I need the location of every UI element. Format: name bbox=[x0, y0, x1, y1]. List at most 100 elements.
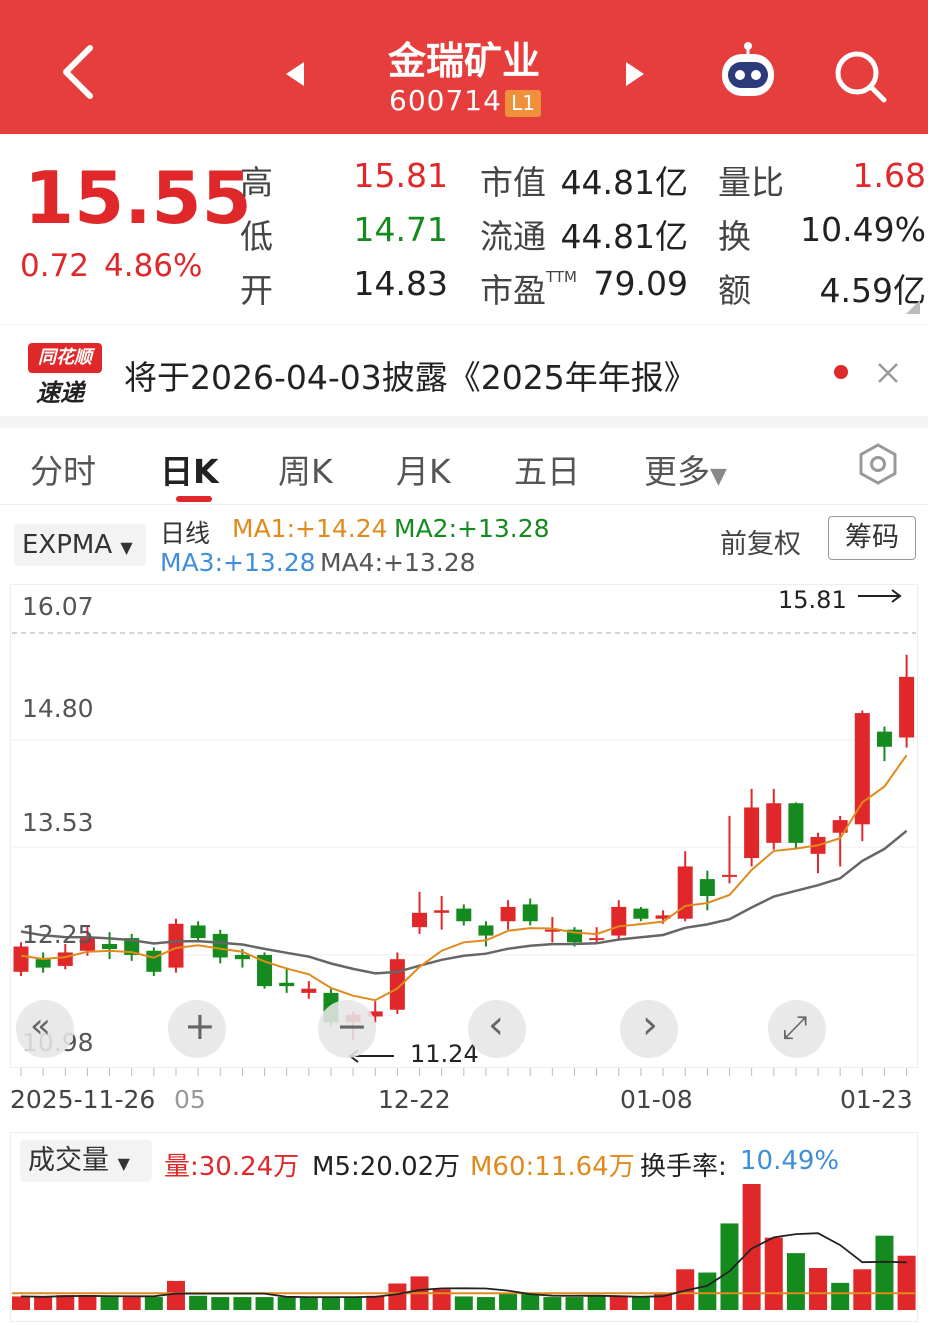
candle-body bbox=[876, 731, 892, 747]
volume-bar bbox=[211, 1297, 230, 1310]
volume-bar bbox=[764, 1237, 783, 1310]
fullscreen-button[interactable]: ⤢ bbox=[768, 1000, 826, 1058]
candle-body bbox=[522, 904, 538, 922]
candle-body bbox=[434, 910, 450, 913]
indicator-selector[interactable]: EXPMA ▼ bbox=[14, 524, 146, 566]
chevron-right-icon: › bbox=[642, 1002, 658, 1048]
price-change: 0.72 bbox=[20, 248, 90, 284]
volume-bar bbox=[277, 1297, 296, 1310]
candle-body bbox=[744, 807, 760, 859]
expand-corner-icon[interactable] bbox=[906, 300, 920, 314]
volume-bar bbox=[166, 1280, 185, 1310]
chevron-left-icon: ‹ bbox=[488, 1002, 504, 1048]
volume-bar bbox=[720, 1223, 739, 1310]
news-bar[interactable]: 同花顺 速递 将于2026-04-03披露《2025年年报》 bbox=[0, 324, 928, 416]
volume-bar bbox=[321, 1297, 340, 1310]
selector-caret-icon: ▼ bbox=[120, 538, 133, 557]
candle-body bbox=[500, 906, 516, 922]
low-value: 14.71 bbox=[353, 210, 448, 249]
prev-stock-icon[interactable] bbox=[284, 60, 306, 88]
float-cap-value: 44.81亿 bbox=[560, 217, 688, 256]
volume-bar bbox=[565, 1297, 584, 1310]
volume-bar bbox=[344, 1297, 363, 1310]
volume-bar bbox=[34, 1297, 53, 1310]
robot-assistant-icon[interactable] bbox=[716, 40, 780, 104]
settings-hex-icon[interactable] bbox=[856, 442, 900, 486]
amount-value: 4.59亿 bbox=[819, 271, 926, 310]
price-change-pct: 4.86% bbox=[104, 248, 203, 284]
volume-bar bbox=[122, 1297, 141, 1310]
search-icon[interactable] bbox=[832, 48, 888, 104]
zoom-out-button[interactable]: − bbox=[318, 1000, 376, 1058]
y-tick-1: 16.07 bbox=[22, 592, 94, 621]
volume-bar bbox=[521, 1293, 540, 1310]
volume-panel bbox=[10, 1132, 918, 1322]
volume-bar bbox=[100, 1297, 119, 1310]
candle-body bbox=[633, 908, 649, 919]
tab-more[interactable]: 更多▼ bbox=[644, 445, 727, 493]
volume-bar bbox=[499, 1293, 518, 1310]
tab-fenshi[interactable]: 分时 bbox=[30, 452, 96, 491]
ma2-label: MA2:+13.28 bbox=[394, 514, 550, 543]
volume-bar bbox=[742, 1184, 761, 1310]
kline-chart-frame[interactable] bbox=[10, 584, 918, 1068]
volume-bar bbox=[56, 1295, 75, 1310]
turnover-rate-value: 10.49% bbox=[740, 1146, 840, 1176]
next-stock-icon[interactable] bbox=[624, 60, 646, 88]
news-logo-top: 同花顺 bbox=[28, 343, 102, 373]
volume-selector-label: 成交量 bbox=[28, 1145, 109, 1176]
candle-body bbox=[301, 988, 317, 993]
candle-body bbox=[899, 676, 915, 738]
close-icon[interactable] bbox=[876, 361, 900, 385]
rewind-icon: « bbox=[30, 1006, 51, 1046]
volume-bar bbox=[255, 1297, 274, 1310]
back-arrow-icon[interactable] bbox=[58, 44, 98, 100]
volume-bar bbox=[366, 1295, 385, 1310]
y-tick-2: 14.80 bbox=[22, 694, 94, 723]
x-tick-2: 05 bbox=[174, 1085, 206, 1114]
news-text: 将于2026-04-03披露《2025年年报》 bbox=[124, 358, 697, 397]
volume-indicator-selector[interactable]: 成交量 ▼ bbox=[20, 1140, 152, 1182]
volume-bar bbox=[853, 1269, 872, 1310]
turnover-label: 换 bbox=[718, 217, 751, 256]
candle-body bbox=[35, 959, 51, 968]
market-cap-label: 市值 bbox=[480, 163, 546, 202]
unread-dot bbox=[834, 365, 848, 379]
chip-button[interactable]: 筹码 bbox=[828, 516, 916, 560]
candle-body bbox=[832, 820, 848, 833]
dropdown-caret-icon: ▼ bbox=[710, 464, 727, 489]
current-price: 15.55 bbox=[24, 156, 252, 240]
volume-bar bbox=[543, 1297, 562, 1310]
stock-name: 金瑞矿业 bbox=[387, 39, 540, 83]
volume-bar bbox=[631, 1297, 650, 1310]
turnover-rate-label: 换手率: bbox=[640, 1152, 727, 1182]
volume-bar bbox=[454, 1296, 473, 1310]
candle-body bbox=[677, 866, 693, 919]
volume-bar bbox=[78, 1295, 97, 1310]
candle-body bbox=[456, 908, 472, 922]
m5-label: M5:20.02万 bbox=[312, 1152, 461, 1182]
scroll-left-button[interactable]: ‹ bbox=[468, 1000, 526, 1058]
low-label: 低 bbox=[240, 217, 273, 256]
volume-caret-icon: ▼ bbox=[117, 1154, 130, 1173]
ma4-label: MA4:+13.28 bbox=[320, 548, 476, 577]
rewind-button[interactable]: « bbox=[16, 1000, 74, 1058]
candles bbox=[13, 654, 915, 1041]
tab-monthly-k[interactable]: 月K bbox=[396, 452, 451, 491]
scroll-right-button[interactable]: › bbox=[620, 1000, 678, 1058]
candle-body bbox=[721, 874, 737, 877]
app-header: 金瑞矿业 600714 L1 bbox=[0, 0, 928, 134]
volume-label: 量:30.24万 bbox=[164, 1152, 300, 1182]
active-tab-indicator bbox=[176, 496, 212, 502]
candle-body bbox=[212, 933, 228, 958]
section-divider bbox=[0, 416, 928, 428]
candle-body bbox=[854, 713, 870, 825]
zoom-in-button[interactable]: + bbox=[168, 1000, 226, 1058]
candle-body bbox=[766, 803, 782, 843]
tab-five-day[interactable]: 五日 bbox=[514, 452, 580, 491]
tab-daily-k[interactable]: 日K bbox=[160, 452, 219, 491]
tab-weekly-k[interactable]: 周K bbox=[278, 452, 333, 491]
adjust-mode[interactable]: 前复权 bbox=[720, 529, 801, 560]
